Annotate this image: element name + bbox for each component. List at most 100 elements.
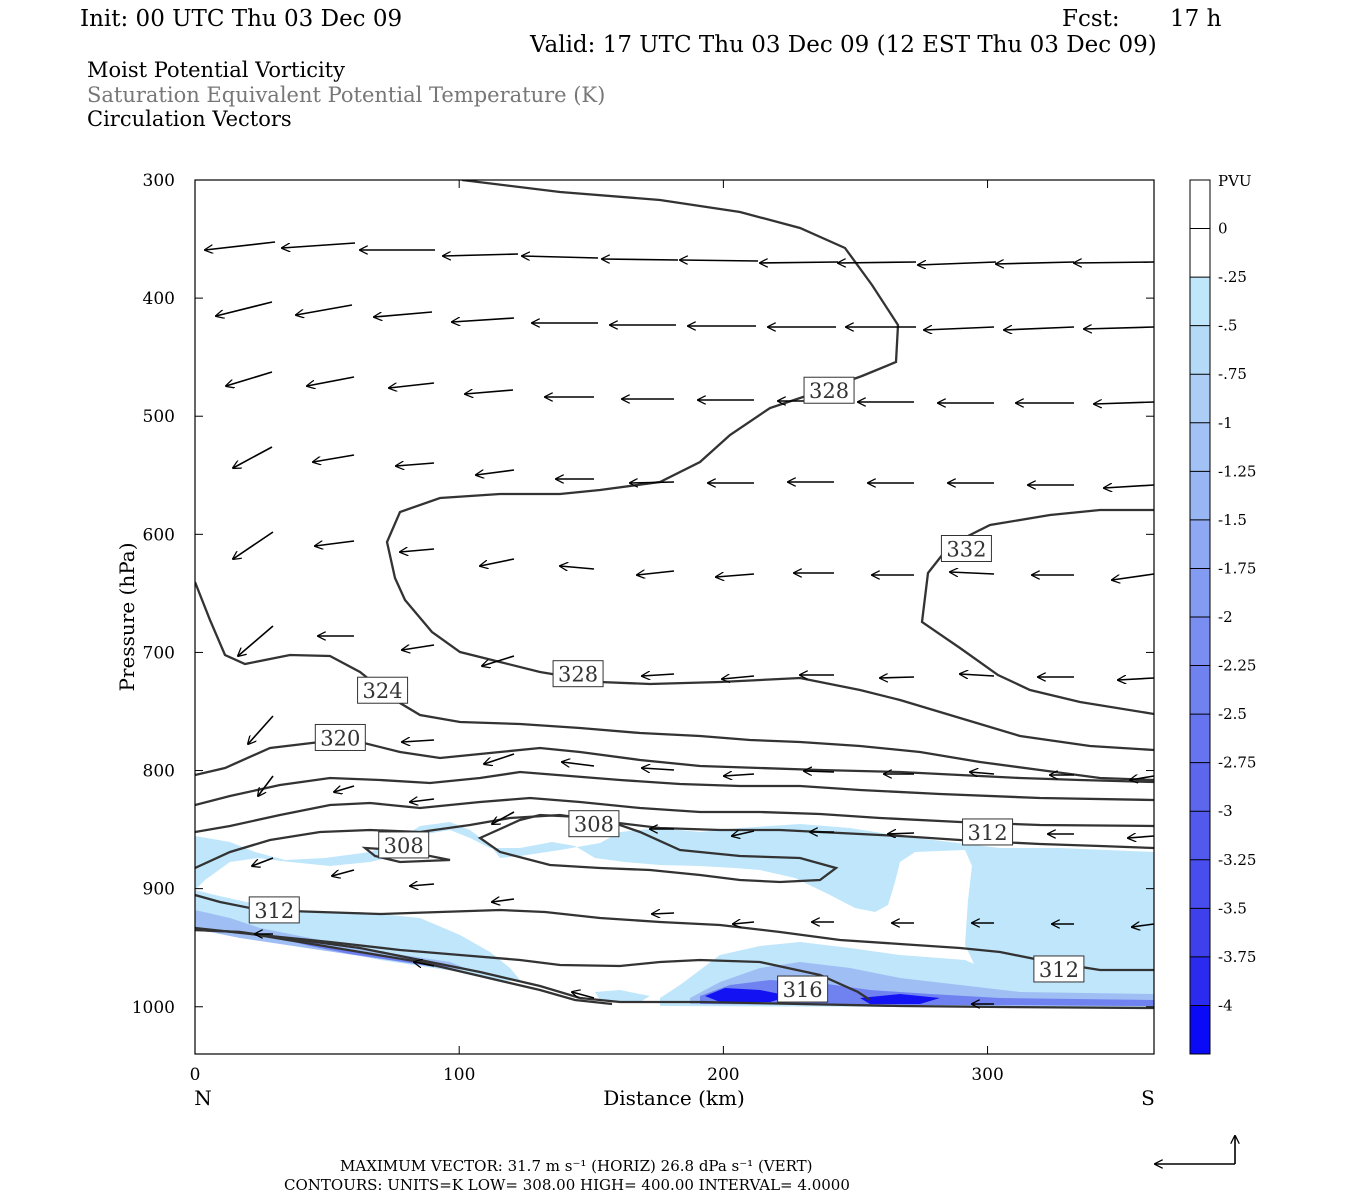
colorbar-label: -1.75 [1218,559,1256,577]
wind-vector [233,531,274,559]
wind-vector [572,992,595,999]
wind-vector [248,715,274,744]
wind-vector [238,625,274,656]
mpv-region-low-left-inner [195,910,470,970]
contour-line [195,796,1154,834]
wind-vector [465,390,514,394]
wind-vector [492,811,515,824]
wind-vector [315,540,355,546]
wind-vector [443,254,519,256]
wind-vector [313,454,355,462]
colorbar: 0 -.25 -.5 -.75 -1 -1.25 -1.5 -1.75 -2 -2.25 -2.5 -… [1189,179,1256,1055]
colorbar-label: -3.25 [1218,851,1256,869]
contour-label: 316 [783,978,823,1002]
colorbar-segment [1190,956,1210,1006]
colorbar-label: 0 [1218,220,1228,238]
max-vector-info: MAXIMUM VECTOR: 31.7 m s⁻¹ (HORIZ) 26.8 … [340,1157,812,1175]
wind-vector [642,674,675,676]
wind-vector [374,311,433,317]
colorbar-label: -1.25 [1218,462,1256,480]
y-tick-label: 500 [143,407,175,427]
mpv-region-surface-core [705,988,940,1004]
colorbar-label: -1.5 [1218,511,1247,529]
colorbar-segment [1190,374,1210,424]
wind-vector [652,913,675,914]
wind-vector [1094,402,1154,404]
wind-vector [480,558,515,566]
wind-vector [888,833,915,834]
x-tick-label: 100 [443,1065,475,1085]
colorbar-segment [1190,228,1210,278]
colorbar-segment [1190,1005,1210,1055]
wind-vector [414,962,435,966]
wind-vector [1132,924,1154,927]
wind-vector [410,884,435,886]
contour-label: 320 [320,726,360,750]
contour-label: 324 [363,679,403,703]
contour-line [920,508,1154,716]
forecast-hours: 17 h [1170,6,1222,32]
y-tick-label: 800 [143,762,175,782]
colorbar-segment [1190,859,1210,909]
colorbar-label: -2.5 [1218,705,1247,723]
contour-label: 312 [1039,958,1079,982]
valid-time: Valid: 17 UTC Thu 03 Dec 09 (12 EST Thu … [529,32,1157,58]
contour-label-box [962,818,1014,846]
contour-line [195,770,1154,807]
x-axis: 0 100 200 300 [190,180,1004,1085]
x-axis-end-south: S [1141,1086,1155,1110]
colorbar-segment [1190,908,1210,958]
x-tick-label: 0 [190,1065,201,1085]
contour-line [195,893,1154,972]
wind-vector [226,371,273,386]
contour-label-box [803,376,855,404]
colorbar-label: -2 [1218,608,1233,626]
contour-label-box [378,831,430,859]
colorbar-label: -.75 [1218,365,1247,383]
wind-vector [400,549,435,552]
colorbar-segment [1190,568,1210,618]
y-tick-label: 400 [143,289,175,309]
wind-vector [733,922,755,924]
colorbar-units: PVU [1218,172,1252,190]
mpv-region-surface-mid [595,990,650,1002]
contour-label-box [357,676,409,704]
contour-label-box [777,975,829,1003]
contour-label-box [1033,955,1085,983]
wind-vector [484,753,515,764]
wind-vector [918,262,997,265]
contour-label: 332 [946,537,986,561]
x-axis-end-north: N [194,1086,212,1110]
colorbar-label: -.25 [1218,268,1247,286]
contour-label-box [940,534,992,562]
wind-vector [389,382,435,388]
colorbar-segment [1190,617,1210,667]
wind-vector [307,376,355,386]
colorbar-segment [1190,325,1210,375]
wind-vector [722,676,755,679]
field-title-theta: Saturation Equivalent Potential Temperat… [87,83,605,107]
reference-vector-icon [1155,1136,1235,1164]
wind-vector [804,771,835,772]
x-tick-label: 300 [971,1065,1003,1085]
wind-vector [492,899,515,902]
wind-vector [602,259,679,260]
wind-vector [560,566,595,569]
wind-vector [924,327,995,330]
wind-vector [562,762,595,766]
wind-vector [716,574,755,577]
wind-vector [476,469,515,475]
y-tick-label: 900 [143,880,175,900]
colorbar-label: -2.75 [1218,754,1256,772]
contour-label: 312 [254,899,294,923]
colorbar-segment [1190,811,1210,861]
colorbar-segment [1190,762,1210,812]
contour-label: 312 [968,821,1008,845]
wind-vector [970,772,995,774]
wind-vector [1104,485,1154,488]
contour-line [195,926,871,1001]
colorbar-label: -3 [1218,802,1233,820]
wind-vector [880,677,915,678]
wind-vector [630,482,675,483]
